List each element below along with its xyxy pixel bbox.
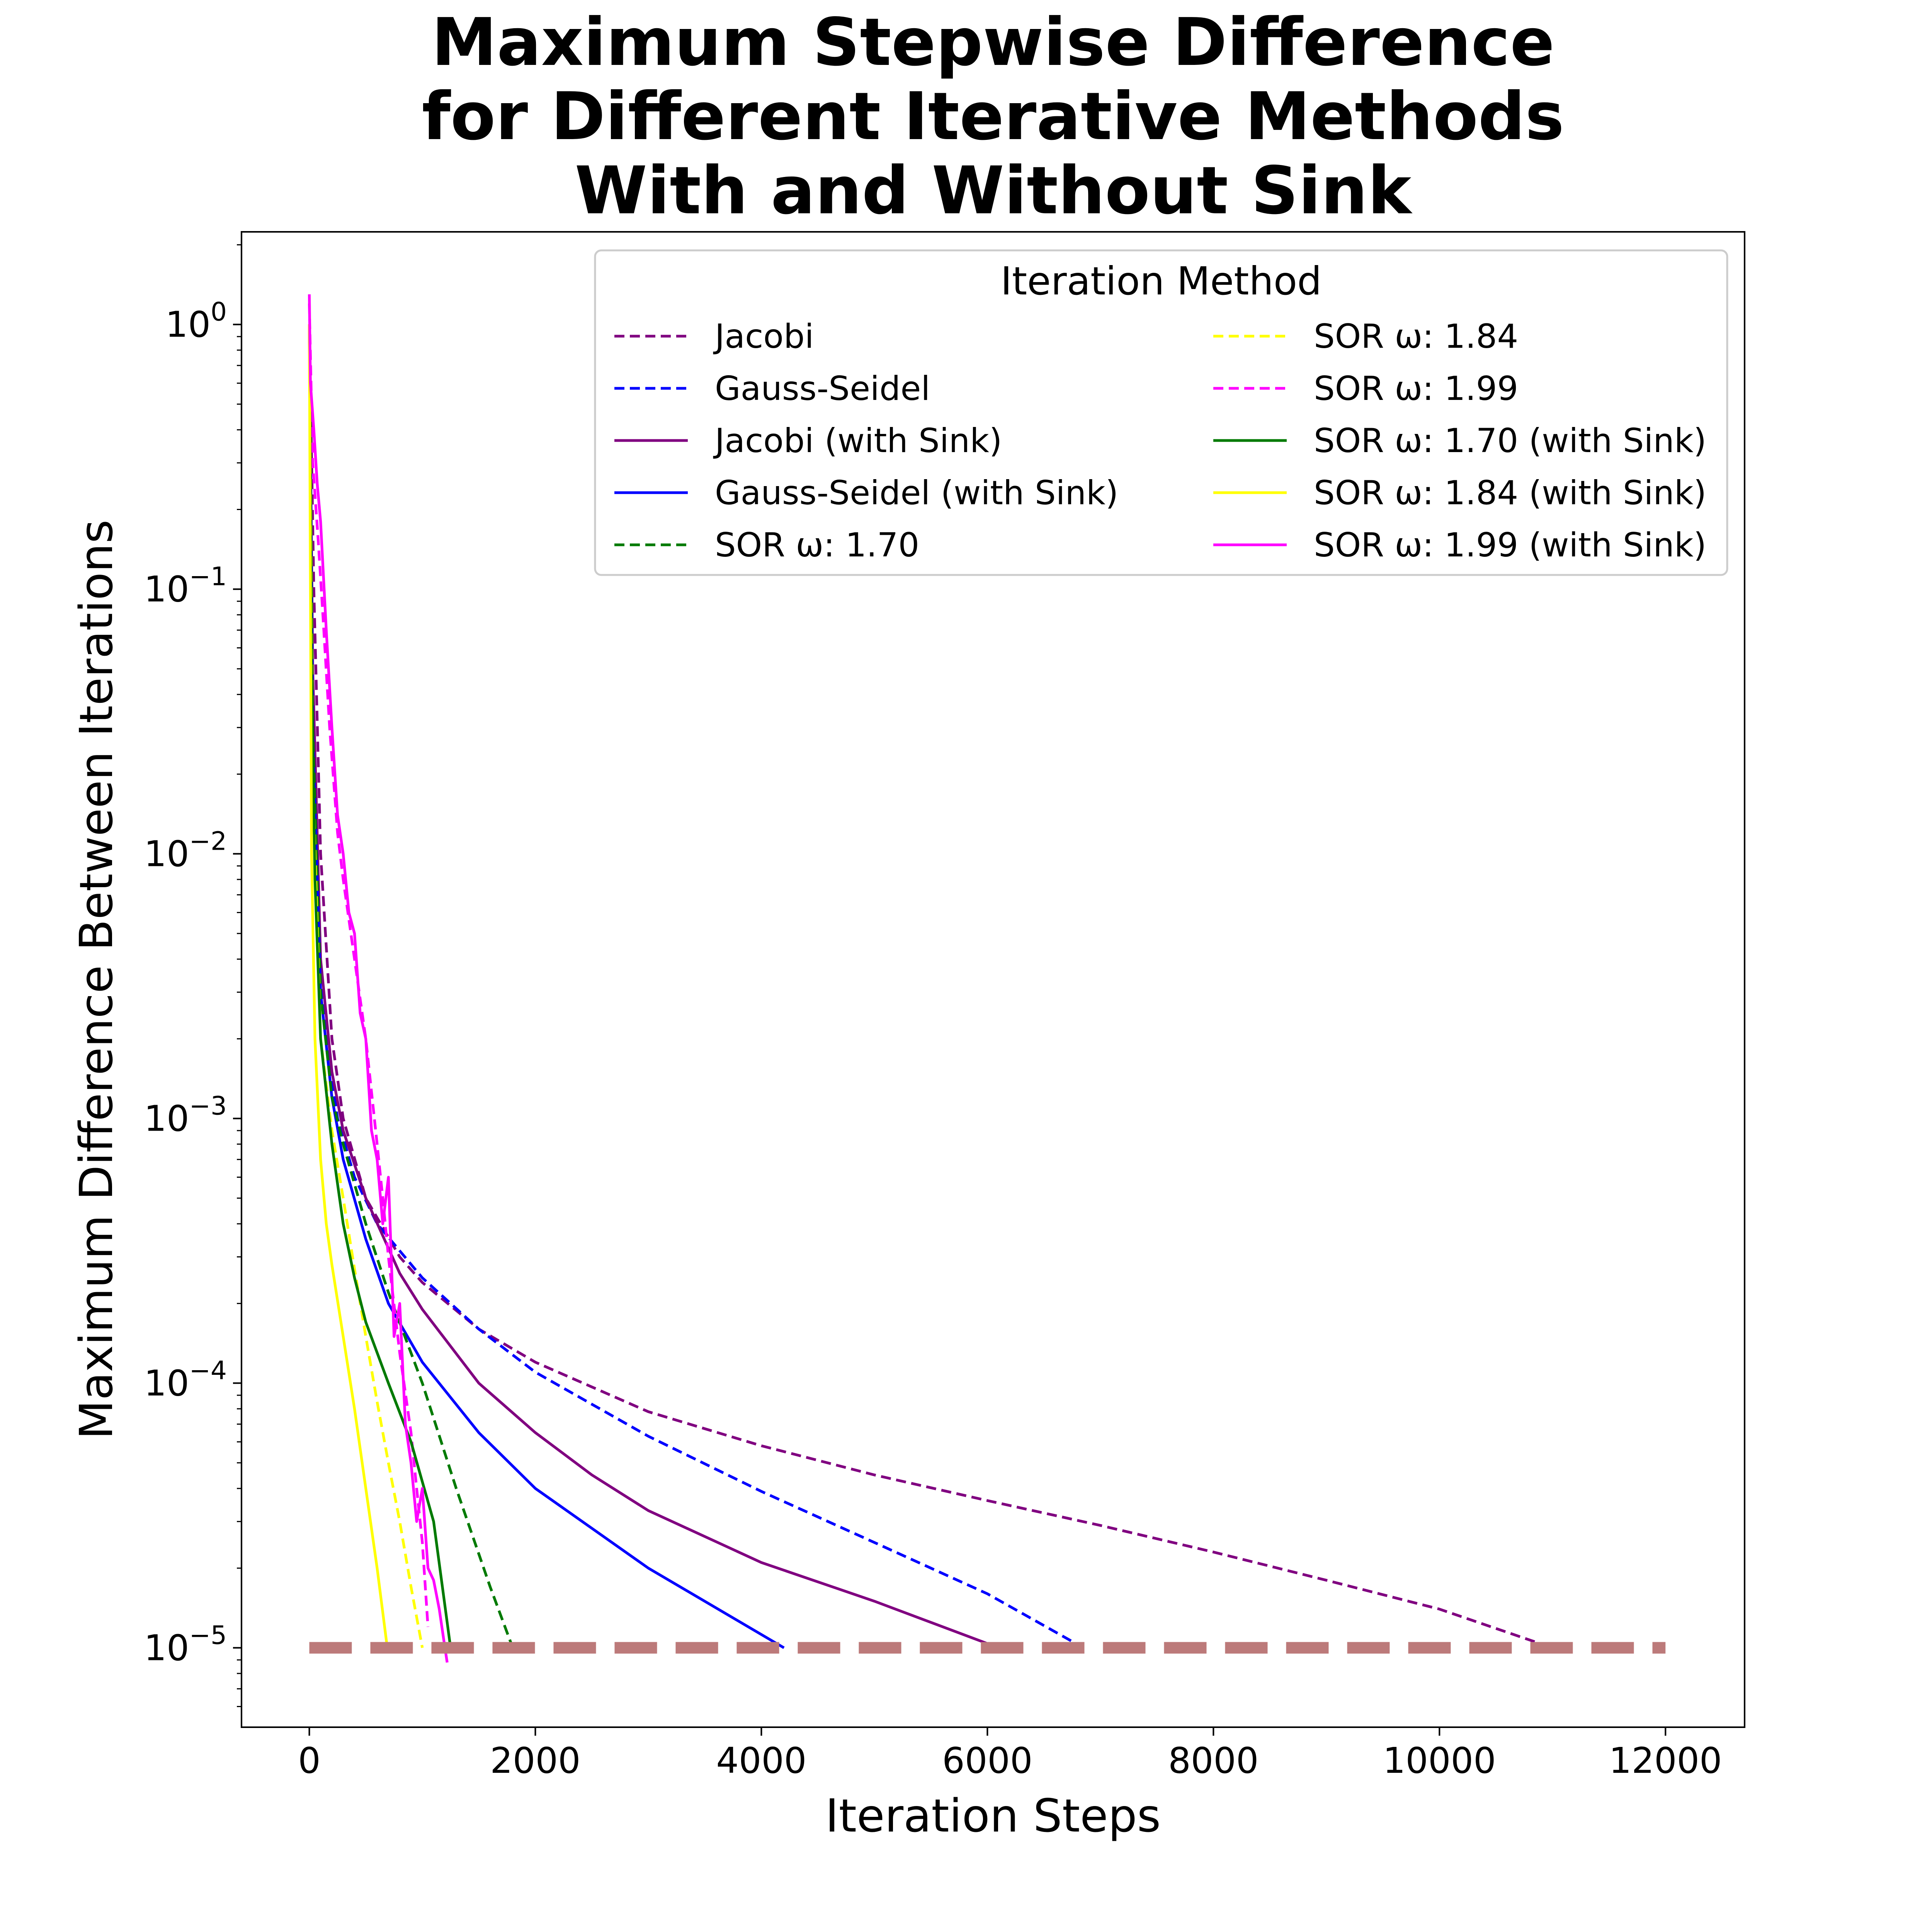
x-tick-label: 8000 — [1168, 1740, 1259, 1781]
x-tick-label: 2000 — [490, 1740, 580, 1781]
series-line-jacobi-with-sink — [308, 324, 999, 1649]
y-tick-label: 10−1 — [144, 562, 227, 610]
series-line-sor-omega-1-70 — [308, 324, 514, 1648]
plot-area — [241, 231, 1745, 1728]
x-tick-label: 10000 — [1383, 1740, 1496, 1781]
legend-label-jacobi: Jacobi — [713, 317, 814, 356]
x-tick-label: 0 — [298, 1740, 321, 1781]
series-line-sor-omega-1-70-with-sink — [308, 324, 452, 1648]
chart-title-line-2: for Different Iterative Methods — [422, 78, 1564, 155]
legend-label-sor-omega-1-99: SOR ω: 1.99 — [1314, 369, 1518, 408]
x-tick-label: 6000 — [942, 1740, 1032, 1781]
legend-box — [594, 249, 1728, 576]
y-tick-label: 10−5 — [144, 1621, 227, 1669]
y-axis-ticks: 100 10−1 10−2 10−3 10−4 10−5 — [144, 244, 242, 1707]
legend-label-sor-omega-1-84-with-sink: SOR ω: 1.84 (with Sink) — [1314, 474, 1706, 512]
legend-label-sor-omega-1-99-with-sink: SOR ω: 1.99 (with Sink) — [1314, 526, 1706, 565]
series-line-gauss-seidel — [308, 324, 1084, 1649]
y-tick-label: 100 — [165, 297, 227, 345]
legend-label-sor-omega-1-84: SOR ω: 1.84 — [1314, 317, 1518, 356]
legend-title: Iteration Method — [1000, 259, 1321, 304]
series-line-jacobi — [308, 324, 1553, 1649]
y-tick-label: 10−2 — [144, 827, 227, 875]
chart-title-line-3: With and Without Sink — [575, 153, 1413, 229]
legend-label-gauss-seidel-with-sink: Gauss-Seidel (with Sink) — [715, 474, 1118, 512]
chart-title-line-1: Maximum Stepwise Difference — [432, 4, 1555, 81]
legend-label-sor-omega-1-70: SOR ω: 1.70 — [715, 526, 919, 565]
y-tick-label: 10−4 — [144, 1356, 227, 1404]
x-axis-ticks: 0 2000 4000 6000 8000 10000 12000 — [298, 1727, 1722, 1781]
x-tick-label: 4000 — [716, 1740, 806, 1781]
legend-label-sor-omega-1-70-with-sink: SOR ω: 1.70 (with Sink) — [1314, 422, 1706, 460]
legend: Iteration Method JacobiGauss-SeidelJacob… — [594, 249, 1728, 576]
chart-title: Maximum Stepwise Difference for Differen… — [422, 4, 1564, 229]
series-line-sor-omega-1-84-with-sink — [308, 324, 389, 1648]
y-tick-label: 10−3 — [144, 1091, 227, 1139]
x-axis-label: Iteration Steps — [825, 1789, 1161, 1842]
legend-label-gauss-seidel: Gauss-Seidel — [715, 369, 930, 408]
legend-entries: Jacobi Gauss-Seidel Jacobi (with Sink) Gaus… — [614, 317, 1706, 565]
legend-label-jacobi-with-sink: Jacobi (with Sink) — [713, 422, 1002, 460]
series-layer — [308, 294, 1553, 1663]
y-axis-label: Maximum Difference Between Iterations — [70, 520, 123, 1440]
x-tick-label: 12000 — [1609, 1740, 1722, 1781]
series-line-sor-omega-1-99-with-sink — [308, 294, 449, 1663]
